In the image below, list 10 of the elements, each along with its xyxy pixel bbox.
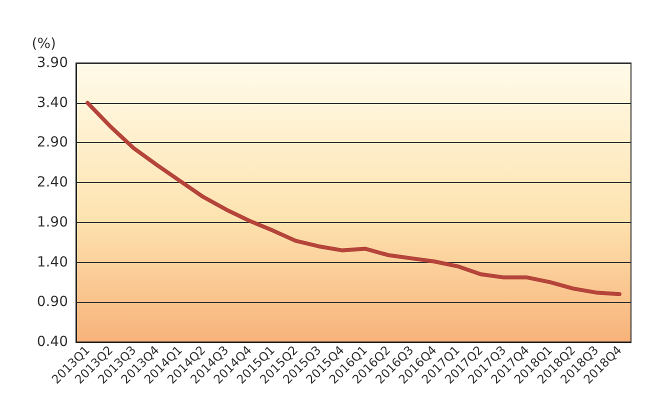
line-series: [86, 100, 622, 296]
y-tick-label: 2.90: [36, 134, 68, 151]
y-axis-title: (%): [32, 36, 56, 52]
y-tick-label: 3.90: [36, 55, 68, 71]
y-tick-label: 1.90: [36, 214, 68, 230]
y-tick-label: 3.40: [36, 94, 68, 111]
y-tick-label: 0.90: [36, 294, 68, 310]
y-tick-label: 2.40: [36, 174, 68, 191]
y-tick-label: 0.40: [36, 334, 68, 350]
y-tick-label: 1.40: [36, 254, 68, 270]
